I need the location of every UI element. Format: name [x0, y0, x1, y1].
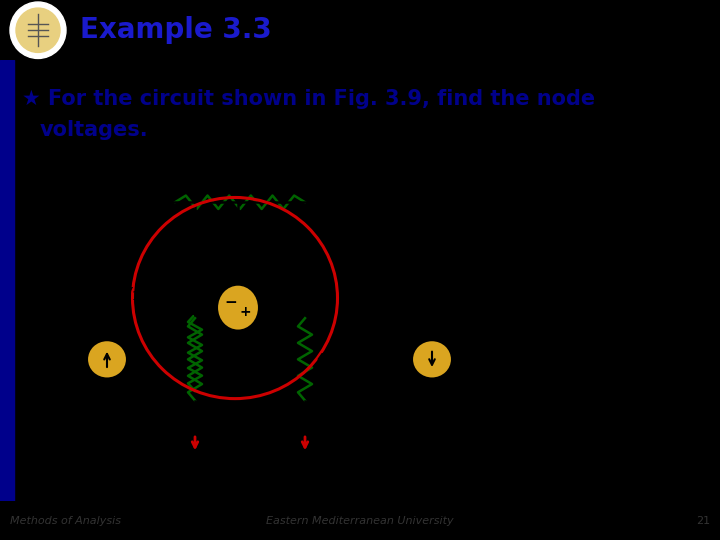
Text: 10 Ω: 10 Ω	[222, 171, 258, 185]
Text: 2   7   $\frac{v_1}{2}$   $\frac{v_2}{4}$ = 0: 2 7 $\frac{v_1}{2}$ $\frac{v_2}{4}$ = 0	[490, 250, 591, 271]
Circle shape	[10, 2, 66, 58]
Text: 2 A: 2 A	[53, 352, 79, 366]
Text: $v_1 - v_2 = -2$: $v_1 - v_2 = -2$	[490, 286, 571, 301]
Text: ★ For the circuit shown in Fig. 3.9, find the node: ★ For the circuit shown in Fig. 3.9, fin…	[22, 89, 595, 109]
Text: Example 3.3: Example 3.3	[80, 16, 271, 44]
Circle shape	[412, 340, 452, 379]
Text: 21: 21	[696, 516, 710, 525]
Circle shape	[87, 340, 127, 379]
Bar	[0, 60, 14, 501]
Text: Eastern Mediterranean University: Eastern Mediterranean University	[266, 516, 454, 525]
Text: 2 V: 2 V	[227, 256, 255, 271]
Text: 2 – 7 – i1 – i2 = 0: 2 – 7 – i1 – i2 = 0	[490, 224, 598, 237]
Text: +: +	[239, 306, 251, 320]
Text: 7 A: 7 A	[460, 352, 485, 366]
Text: 2 Ω: 2 Ω	[207, 352, 233, 366]
Circle shape	[16, 8, 60, 52]
Text: Methods of Analysis: Methods of Analysis	[10, 516, 121, 525]
Text: voltages.: voltages.	[40, 120, 148, 140]
Text: −: −	[225, 295, 238, 310]
Text: 4 Ω: 4 Ω	[317, 352, 343, 366]
Text: $v_2$: $v_2$	[346, 284, 364, 302]
Text: i1: i1	[198, 417, 211, 431]
Text: $v_1$: $v_1$	[122, 284, 140, 302]
Ellipse shape	[217, 285, 259, 330]
Text: i2: i2	[308, 417, 320, 431]
